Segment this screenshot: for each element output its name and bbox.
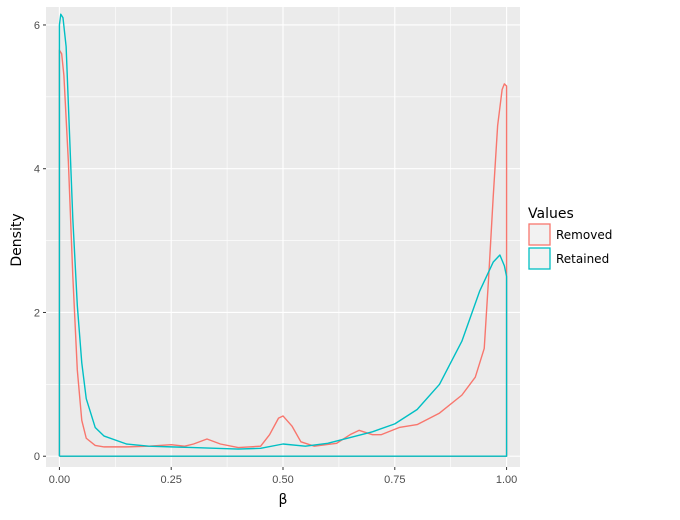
- x-tick-label: 1.00: [496, 474, 517, 486]
- legend-title: Values: [528, 206, 574, 222]
- legend: Values Removed Retained: [528, 206, 612, 270]
- legend-key-removed: [528, 223, 551, 246]
- y-tick-label: 0: [34, 451, 40, 463]
- series-removed-density-line: [58, 49, 508, 457]
- x-tick-label: 0.50: [272, 474, 293, 486]
- x-axis-title: β: [279, 492, 288, 508]
- y-axis: 0 2 4 6: [34, 20, 46, 463]
- legend-label-retained: Retained: [556, 252, 609, 266]
- series-retained-density-line: [58, 13, 508, 457]
- x-axis: 0.00 0.25 0.50 0.75 1.00: [49, 467, 517, 486]
- x-tick-label: 0.00: [49, 474, 70, 486]
- series-layer: [58, 13, 508, 457]
- y-tick-label: 2: [34, 307, 40, 319]
- y-axis-title: Density: [9, 213, 25, 266]
- legend-label-removed: Removed: [556, 228, 612, 242]
- y-tick-label: 6: [34, 20, 40, 32]
- x-tick-label: 0.75: [384, 474, 405, 486]
- legend-key-retained: [528, 247, 551, 270]
- y-tick-label: 4: [34, 164, 40, 176]
- x-tick-label: 0.25: [160, 474, 181, 486]
